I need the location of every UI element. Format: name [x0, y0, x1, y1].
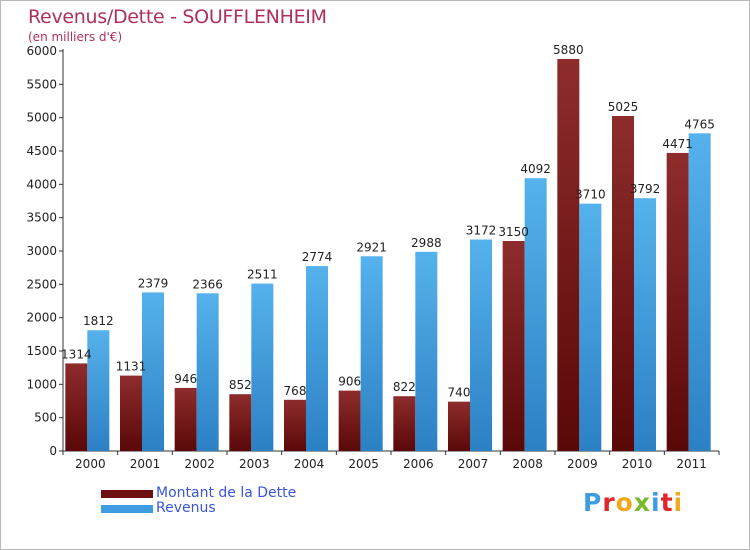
x-tick-label: 2010 — [622, 457, 653, 471]
data-label-revenue: 3792 — [630, 182, 661, 196]
bar-debt — [229, 394, 252, 451]
data-label-revenue: 3172 — [466, 224, 497, 238]
bar-debt — [666, 152, 689, 451]
x-tick-label: 2011 — [676, 457, 707, 471]
x-tick-label: 2005 — [348, 457, 379, 471]
data-label-revenue: 2988 — [411, 236, 442, 250]
bar-revenue — [306, 266, 328, 451]
y-tick-label: 1500 — [26, 344, 57, 358]
data-label-debt: 4471 — [662, 137, 693, 151]
bar-revenue — [470, 239, 492, 451]
data-label-debt: 5880 — [553, 43, 584, 57]
chart-subtitle: (en milliers d'€) — [28, 30, 123, 44]
y-tick-label: 6000 — [26, 44, 57, 58]
legend-swatch-revenue — [101, 505, 153, 513]
bar-debt — [393, 396, 416, 451]
bar-debt — [557, 59, 580, 451]
bar-debt — [120, 375, 142, 451]
data-label-debt: 1131 — [116, 360, 147, 374]
data-label-revenue: 4765 — [684, 117, 715, 131]
bar-debt — [174, 387, 197, 451]
data-label-debt: 822 — [393, 380, 416, 394]
logo-letter: i — [651, 488, 661, 517]
logo-letter: x — [633, 488, 651, 517]
x-tick-label: 2000 — [75, 457, 106, 471]
bar-revenue — [415, 251, 438, 451]
bar-revenue — [688, 133, 711, 452]
data-label-debt: 1314 — [61, 347, 92, 361]
y-axis: 0 500 1000 1500 2000 2500 3000 3500 4000 4500 5000… — [26, 44, 64, 458]
bar-revenue — [142, 292, 164, 451]
data-label-revenue: 2379 — [138, 276, 169, 290]
data-label-revenue: 4092 — [520, 162, 551, 176]
bar-debt — [612, 116, 634, 451]
logo-letter: t — [660, 488, 674, 517]
y-tick-label: 0 — [49, 444, 57, 458]
x-tick-label: 2002 — [184, 457, 215, 471]
y-tick-label: 2500 — [26, 277, 57, 291]
bar-revenue — [196, 293, 219, 451]
y-tick-label: 1000 — [26, 377, 57, 391]
bar-revenue — [360, 256, 383, 451]
logo-letter: P — [583, 488, 603, 517]
bar-revenue — [524, 178, 547, 451]
bar-debt — [284, 399, 306, 451]
x-axis: 2000 2001 2002 2003 2004 2005 2006 2007 2008 2009… — [62, 450, 720, 471]
bar-debt — [338, 390, 361, 451]
legend-label-debt: Montant de la Dette — [156, 485, 297, 501]
data-labels: 1314 1812 1131 2379 946 2366 852 2511 768 2774 906… — [61, 43, 715, 400]
bar-revenue — [579, 203, 602, 451]
x-tick-label: 2008 — [512, 457, 543, 471]
logo-letter: o — [615, 488, 634, 517]
x-tick-label: 2004 — [294, 457, 325, 471]
data-label-debt: 946 — [174, 372, 197, 386]
data-label-debt: 5025 — [608, 100, 639, 114]
legend-swatch-debt — [101, 490, 153, 498]
y-tick-label: 5000 — [26, 111, 57, 125]
bar-revenue — [634, 198, 656, 451]
data-label-revenue: 2511 — [247, 268, 278, 282]
x-tick-label: 2001 — [130, 457, 161, 471]
logo-letter: r — [602, 488, 616, 517]
bar-debt — [448, 401, 470, 451]
bars — [65, 59, 711, 452]
bar-debt — [502, 241, 525, 451]
proxiti-logo: Proxiti — [583, 488, 683, 517]
y-tick-label: 3000 — [26, 244, 57, 258]
data-label-revenue: 2774 — [302, 250, 333, 264]
y-tick-label: 2000 — [26, 311, 57, 325]
data-label-revenue: 2921 — [356, 240, 387, 254]
y-tick-label: 3500 — [26, 211, 57, 225]
data-label-revenue: 2366 — [192, 277, 223, 291]
data-label-revenue: 3710 — [575, 188, 606, 202]
legend-label-revenue: Revenus — [156, 500, 216, 516]
data-label-debt: 852 — [229, 378, 252, 392]
data-label-debt: 768 — [284, 384, 307, 398]
bar-revenue — [251, 283, 274, 451]
data-label-revenue: 1812 — [83, 314, 114, 328]
y-tick-label: 5500 — [26, 77, 57, 91]
y-tick-label: 4000 — [26, 177, 57, 191]
x-tick-label: 2009 — [567, 457, 598, 471]
x-tick-label: 2007 — [458, 457, 489, 471]
bar-debt — [65, 363, 88, 451]
logo-letter: i — [673, 488, 684, 517]
y-tick-label: 4500 — [26, 144, 57, 158]
data-label-debt: 3150 — [498, 225, 529, 239]
chart-title: Revenus/Dette - SOUFFLENHEIM — [28, 6, 327, 28]
x-tick-label: 2003 — [239, 457, 270, 471]
data-label-debt: 906 — [338, 375, 361, 389]
bar-revenue — [87, 330, 110, 451]
x-tick-label: 2006 — [403, 457, 434, 471]
data-label-debt: 740 — [448, 386, 471, 400]
y-tick-label: 500 — [34, 411, 57, 425]
